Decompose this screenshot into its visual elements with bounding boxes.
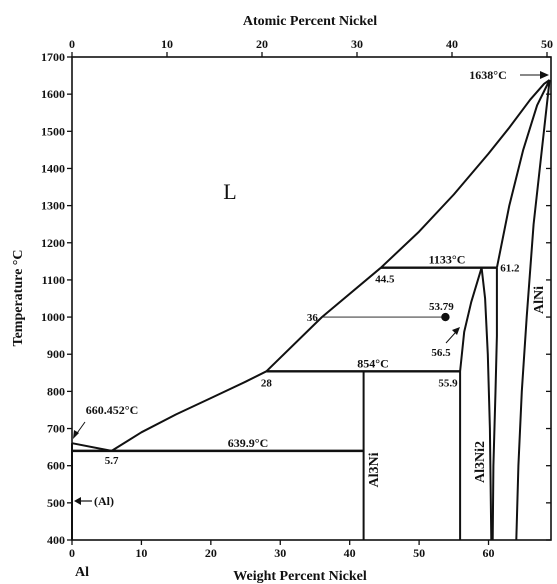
x-tick-label: 40 <box>344 546 356 560</box>
phase-boundary <box>380 79 551 269</box>
label-44-5: 44.5 <box>375 274 395 286</box>
phase-boundary <box>459 267 483 540</box>
phase-boundary <box>495 79 551 268</box>
y-tick-label: 1300 <box>41 199 65 213</box>
phase-boundary <box>111 370 267 452</box>
x2-tick-label: 50 <box>541 37 553 51</box>
y-tick-label: 1600 <box>41 87 65 101</box>
y-tick-label: 500 <box>47 496 65 510</box>
phase-alni: AlNi <box>532 286 547 314</box>
y-tick-label: 800 <box>47 384 65 398</box>
arrow-56-5 <box>445 332 456 344</box>
phase-al3ni2: Al3Ni2 <box>473 441 488 483</box>
x-tick-label: 10 <box>135 546 147 560</box>
y-tick-label: 1000 <box>41 310 65 324</box>
phase-al3ni: Al3Ni <box>367 452 382 487</box>
y-axis-title: Temperature °C <box>11 250 26 347</box>
x2-tick-label: 0 <box>69 37 75 51</box>
top-axis-title: Atomic Percent Nickel <box>243 14 377 29</box>
arrow-al-head <box>74 497 81 505</box>
y-tick-label: 1500 <box>41 124 65 138</box>
phase-al-label: (Al) <box>94 494 114 508</box>
x-tick-label: 60 <box>483 546 495 560</box>
phase-al-bottom: Al <box>75 565 89 580</box>
x-tick-label: 30 <box>274 546 286 560</box>
phase-boundary <box>515 79 551 541</box>
phase-boundary <box>491 267 498 541</box>
y-tick-label: 1700 <box>41 50 65 64</box>
x2-tick-label: 10 <box>161 37 173 51</box>
x2-tick-label: 20 <box>256 37 268 51</box>
eutectic-temp-label: 639.9°C <box>228 436 268 450</box>
arrow-1638-head <box>540 71 549 79</box>
composition-point <box>441 312 450 322</box>
point-label: 53.79 <box>429 301 454 313</box>
phase-liquid: L <box>223 179 236 204</box>
x-axis-title: Weight Percent Nickel <box>233 569 367 584</box>
x2-tick-label: 40 <box>446 37 458 51</box>
phase-boundary <box>480 267 493 541</box>
x-tick-label: 20 <box>205 546 217 560</box>
phase-boundary <box>265 266 382 373</box>
alni-melting-label: 1638°C <box>469 68 506 82</box>
y-tick-label: 1100 <box>42 273 65 287</box>
label-55-9: 55.9 <box>438 377 458 389</box>
al-melting-label: 660.452°C <box>86 403 138 417</box>
axes: 4005006007008009001000110012001300140015… <box>11 14 553 584</box>
peritectic-1133-label: 1133°C <box>429 253 466 267</box>
y-tick-label: 700 <box>47 422 65 436</box>
x2-tick-label: 30 <box>351 37 363 51</box>
y-tick-label: 1200 <box>41 236 65 250</box>
label-61-2: 61.2 <box>500 263 520 275</box>
label-28: 28 <box>261 377 273 389</box>
label-56-5: 56.5 <box>431 347 451 359</box>
y-tick-label: 1400 <box>41 161 65 175</box>
y-tick-label: 600 <box>47 459 65 473</box>
arrow-660-head <box>73 430 79 439</box>
plot-frame <box>71 56 552 541</box>
label-5-7: 5.7 <box>105 455 119 467</box>
phase-boundary <box>71 442 112 452</box>
x-tick-label: 50 <box>413 546 425 560</box>
annotations: 639.9°C 854°C 1133°C 53.79 56.5 5.7 28 36 44.5 55… <box>75 68 547 580</box>
label-36: 36 <box>307 312 319 324</box>
y-tick-label: 900 <box>47 347 65 361</box>
y-tick-label: 400 <box>47 533 65 547</box>
peritectic-854-label: 854°C <box>357 356 388 370</box>
x-tick-label: 0 <box>69 546 75 560</box>
arrow-56-5-head <box>452 327 460 335</box>
